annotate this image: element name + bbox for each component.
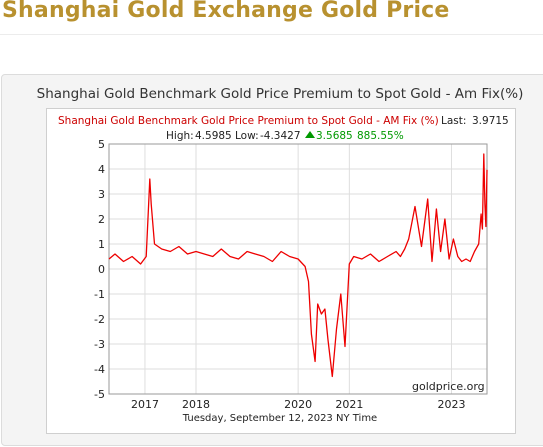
low-label: Low: (235, 130, 259, 142)
y-tick-label: -1 (94, 288, 105, 301)
y-tick-label: 2 (98, 213, 105, 226)
y-tick-label: 3 (98, 188, 105, 201)
last-value: 3.9715 (472, 115, 509, 127)
x-tick-label: 2017 (131, 398, 159, 411)
y-tick-label: 4 (98, 163, 105, 176)
high-value: 4.5985 (195, 130, 232, 142)
change-percent: 885.55% (357, 130, 404, 142)
chart-card (46, 108, 516, 434)
series-line (108, 153, 488, 378)
grid-layer (109, 143, 487, 395)
y-tick-label: -2 (94, 313, 105, 326)
y-tick-labels: 5 4 3 2 1 0 -1 -2 -3 -4 -5 (94, 138, 105, 401)
plot-border (108, 143, 488, 395)
x-tick-labels: 2017 2018 2020 2021 2023 (131, 398, 466, 411)
chart-footer-date: Tuesday, September 12, 2023 NY Time (182, 413, 377, 424)
low-value: -4.3427 (260, 130, 301, 142)
title-divider (0, 34, 543, 35)
x-tick-label: 2023 (437, 398, 465, 411)
y-tick-label: 1 (98, 238, 105, 251)
up-arrow-icon (305, 131, 315, 138)
page-title: Shanghai Gold Exchange Gold Price (2, 0, 450, 23)
y-tick-label: 5 (98, 138, 105, 151)
x-tick-label: 2018 (182, 398, 210, 411)
last-label: Last: (441, 115, 466, 127)
x-tick-label: 2020 (284, 398, 312, 411)
y-tick-label: -5 (94, 388, 105, 401)
x-tick-label: 2021 (335, 398, 363, 411)
high-label: High: (166, 130, 194, 142)
chart-title: Shanghai Gold Benchmark Gold Price Premi… (58, 115, 439, 127)
y-tick-label: -3 (94, 338, 105, 351)
chart-outer-title: Shanghai Gold Benchmark Gold Price Premi… (36, 86, 524, 102)
watermark: goldprice.org (412, 380, 485, 393)
change-value: 3.5685 (316, 130, 353, 142)
y-tick-label: -4 (94, 363, 105, 376)
y-tick-label: 0 (98, 263, 105, 276)
